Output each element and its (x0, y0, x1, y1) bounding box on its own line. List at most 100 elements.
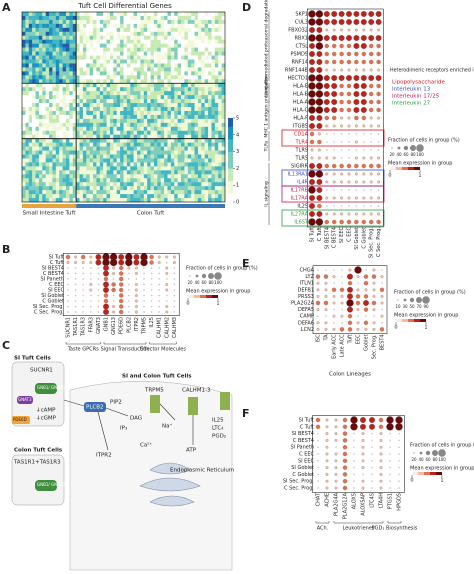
heatmap-texture (35, 99, 40, 104)
heatmap-texture (167, 130, 172, 135)
heatmap-texture (35, 47, 40, 52)
heatmap-texture (69, 170, 73, 175)
dot (368, 75, 375, 81)
dot (97, 267, 100, 269)
heatmap-texture (221, 142, 226, 147)
dot (103, 265, 109, 271)
group-bracket (315, 521, 330, 524)
heatmap-texture (42, 118, 46, 124)
heatmap-texture (86, 55, 90, 60)
dot (375, 19, 382, 25)
heatmap-texture (52, 55, 57, 60)
heatmap-texture (130, 31, 134, 36)
heatmap-texture (164, 71, 168, 76)
heatmap-texture (59, 31, 63, 36)
dot (166, 300, 168, 302)
dot (150, 305, 153, 308)
heatmap-texture (126, 91, 131, 96)
heatmap-texture (174, 107, 178, 112)
heatmap-texture (113, 87, 117, 92)
heatmap-texture (59, 67, 63, 72)
heatmap-texture (76, 95, 80, 100)
heatmap-texture (79, 150, 84, 155)
heatmap-texture (93, 15, 97, 21)
heatmap-texture (181, 91, 185, 96)
heatmap-texture (69, 114, 73, 120)
dot (363, 281, 369, 286)
heatmap-texture (143, 114, 148, 120)
heatmap-texture (69, 27, 73, 32)
heatmap-texture (157, 110, 161, 116)
heatmap-texture (35, 107, 40, 112)
heatmap-texture (181, 194, 185, 199)
heatmap-texture (99, 71, 104, 76)
heatmap-texture (103, 178, 107, 183)
heatmap-texture (82, 178, 87, 183)
heatmap-texture (79, 154, 84, 159)
heatmap-texture (126, 31, 131, 36)
heatmap-texture (28, 158, 33, 163)
heatmap-texture (32, 130, 36, 135)
heatmap-texture (147, 150, 151, 155)
heatmap-texture (130, 63, 134, 68)
row-label: HLA-E (293, 84, 308, 90)
heatmap-texture (116, 174, 121, 179)
heatmap-texture (45, 150, 50, 155)
heatmap-texture (120, 71, 124, 76)
heatmap-texture (123, 198, 128, 203)
dot (398, 480, 400, 482)
heatmap-texture (38, 19, 43, 25)
heatmap-texture (49, 130, 53, 135)
heatmap-texture (153, 190, 158, 195)
dot (363, 141, 365, 143)
heatmap-texture (42, 154, 46, 159)
heatmap-texture (72, 194, 77, 199)
heatmap-texture (174, 87, 178, 92)
heatmap-texture (137, 182, 141, 187)
heatmap-texture (86, 95, 90, 100)
dot (166, 278, 168, 280)
heatmap-texture (221, 126, 226, 131)
heatmap-texture (96, 174, 101, 179)
heatmap-texture (22, 35, 26, 40)
heatmap-texture (49, 95, 53, 100)
heatmap-texture (45, 198, 50, 203)
heatmap-texture (160, 154, 165, 159)
label: IP₃ (120, 426, 127, 432)
heatmap-texture (38, 55, 43, 60)
heatmap-texture (214, 23, 219, 29)
heatmap-texture (59, 130, 63, 135)
heatmap-texture (103, 110, 107, 116)
heatmap-texture (187, 67, 192, 72)
heatmap-texture (93, 63, 97, 68)
heatmap-texture (194, 83, 199, 88)
heatmap-texture (103, 63, 107, 68)
heatmap-texture (113, 126, 117, 131)
dot (342, 445, 348, 450)
heatmap-texture (103, 138, 107, 143)
heatmap-texture (177, 150, 182, 155)
row-label: RBX1 (294, 36, 308, 42)
dot (134, 272, 138, 275)
heatmap-texture (123, 39, 128, 44)
heatmap-texture (89, 174, 94, 179)
heatmap-texture (126, 170, 131, 175)
dot (342, 431, 348, 436)
heatmap-texture (143, 19, 148, 25)
heatmap-texture (96, 71, 101, 76)
heatmap-texture (194, 27, 199, 32)
heatmap-texture (140, 178, 144, 183)
dot (347, 180, 351, 184)
heatmap-texture (177, 114, 182, 120)
heatmap-texture (191, 122, 195, 127)
heatmap-texture (167, 166, 172, 171)
dot (323, 274, 329, 279)
heatmap-texture (170, 110, 175, 116)
heatmap-texture (221, 15, 226, 21)
heatmap-texture (123, 150, 128, 155)
heatmap-texture (96, 12, 101, 17)
heatmap-texture (221, 114, 226, 120)
heatmap-texture (96, 47, 101, 52)
dot (317, 453, 319, 455)
heatmap-texture (211, 166, 216, 171)
